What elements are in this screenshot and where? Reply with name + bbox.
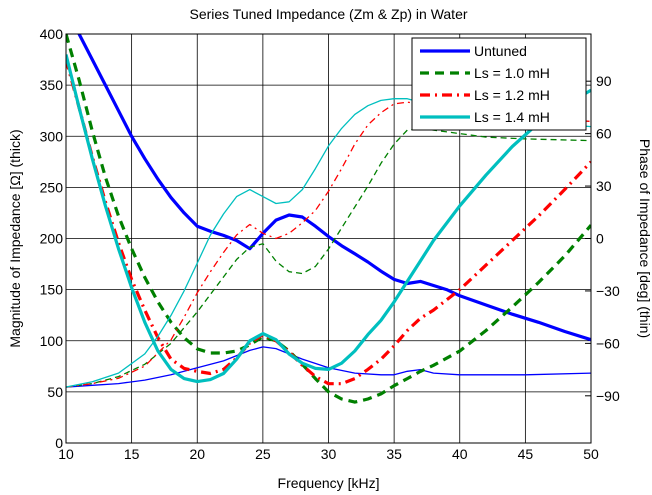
magnitude-line-ls-1-0-mh	[66, 34, 591, 404]
x-tick-label: 15	[124, 446, 140, 462]
y-axis-right-title: Phase of Impedance [deg] (thin)	[637, 139, 652, 338]
y-axis-left-title: Magnitude of Impedance [Ω] (thick)	[7, 129, 23, 347]
y-right-tick-label: −60	[596, 335, 620, 351]
y-right-tick-label: 30	[596, 178, 612, 194]
y-left-tick-label: 0	[55, 435, 63, 451]
y-left-tick-label: 250	[40, 179, 64, 195]
legend: Untuned Ls = 1.0 mH Ls = 1.2 mH Ls = 1.4 mH	[411, 37, 587, 131]
y-right-tick-label: −30	[596, 283, 620, 299]
y-right-tick-label: −90	[596, 388, 620, 404]
chart-title: Series Tuned Impedance (Zm & Zp) in Wate…	[189, 6, 467, 22]
x-tick-label: 50	[583, 446, 599, 462]
magnitude-line-ls-1-4-mh	[66, 54, 591, 384]
y-left-tick-label: 50	[47, 384, 63, 400]
y-left-tick-label: 100	[40, 333, 64, 349]
axis-ticks: 10 15 20 25 30 35 40 45 500501001502002503003504…	[40, 26, 620, 462]
x-tick-label: 35	[386, 446, 402, 462]
x-tick-label: 20	[189, 446, 205, 462]
y-left-tick-label: 200	[40, 231, 64, 247]
x-tick-label: 40	[452, 446, 468, 462]
legend-label: Ls = 1.2 mH	[474, 87, 550, 103]
phase-line-ls-1-2-mh	[66, 101, 591, 388]
x-tick-label: 10	[58, 446, 74, 462]
x-tick-label: 45	[518, 446, 534, 462]
magnitude-line-ls-1-2-mh	[66, 59, 591, 386]
y-left-tick-label: 300	[40, 128, 64, 144]
x-axis-title: Frequency [kHz]	[278, 475, 380, 491]
y-right-tick-label: 0	[596, 231, 604, 247]
x-tick-label: 25	[255, 446, 271, 462]
magnitude-line-untuned	[77, 34, 591, 342]
x-tick-label: 30	[321, 446, 337, 462]
legend-box	[411, 37, 587, 131]
y-left-tick-label: 400	[40, 26, 64, 42]
y-right-tick-label: 90	[596, 73, 612, 89]
legend-label: Untuned	[474, 43, 527, 59]
y-right-tick-label: 60	[596, 126, 612, 142]
y-left-tick-label: 150	[40, 282, 64, 298]
legend-label: Ls = 1.0 mH	[474, 65, 550, 81]
legend-label: Ls = 1.4 mH	[474, 109, 550, 125]
y-left-tick-label: 350	[40, 77, 64, 93]
